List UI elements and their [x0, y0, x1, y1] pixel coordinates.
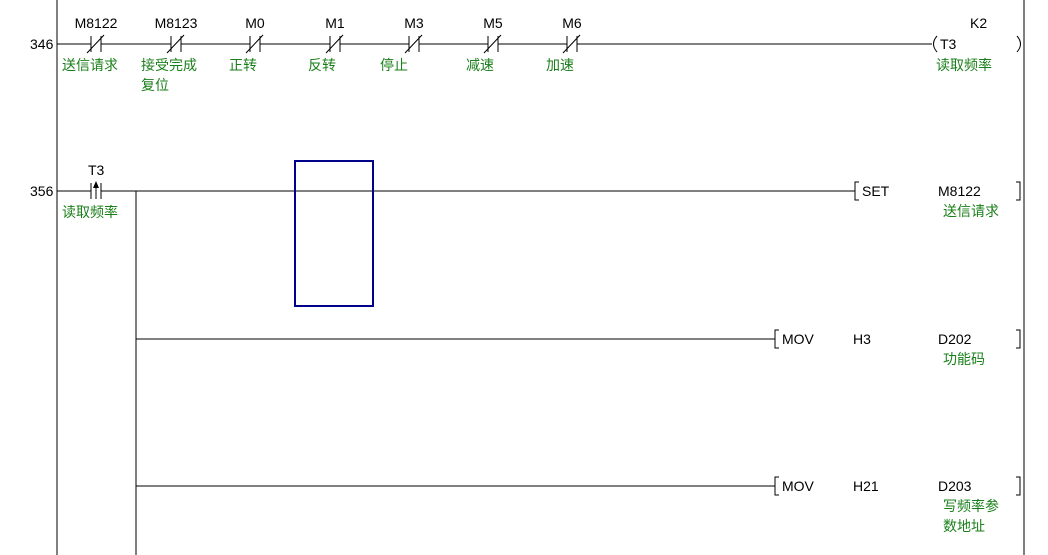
- normally-closed-contact[interactable]: M8122 送信请求: [62, 15, 118, 73]
- operand-2: D202: [938, 331, 972, 347]
- contact-slash: [245, 34, 264, 54]
- operand-1: H21: [853, 478, 879, 494]
- contact-slash: [404, 34, 423, 54]
- contact-slash: [325, 34, 344, 54]
- coil-setting: K2: [970, 15, 987, 31]
- contact-comment: 加速: [546, 57, 574, 73]
- operand-comment: 写频率参: [943, 498, 999, 514]
- normally-closed-contact[interactable]: M3 停止: [380, 15, 424, 73]
- contact-comment: 停止: [380, 57, 408, 73]
- coil-right-paren: [1016, 35, 1021, 53]
- normally-closed-contact[interactable]: M6 加速: [546, 15, 582, 73]
- contact-device: T3: [88, 162, 105, 178]
- cursor-selection[interactable]: [294, 160, 374, 307]
- contact-comment: 读取频率: [62, 204, 118, 220]
- operand-2: D203: [938, 478, 972, 494]
- coil-device: T3: [940, 36, 957, 52]
- contact-device: M8123: [155, 15, 198, 31]
- instruction-left-bracket: [774, 329, 779, 349]
- contact-comment: 反转: [308, 57, 336, 73]
- normally-closed-contact[interactable]: M5 减速: [466, 15, 503, 73]
- contact-comment: 减速: [466, 57, 494, 73]
- normally-closed-contact[interactable]: M0 正转: [229, 15, 265, 73]
- instruction-mov[interactable]: MOV H3 D202 功能码: [136, 329, 1021, 367]
- instruction-right-bracket: [1016, 181, 1021, 201]
- coil-left-paren: [933, 35, 938, 53]
- contact-device: M6: [562, 15, 582, 31]
- instruction-right-bracket: [1016, 329, 1021, 349]
- instruction-set[interactable]: SET M8122 送信请求: [854, 181, 1021, 219]
- instruction-name: MOV: [782, 478, 815, 494]
- contact-slash: [483, 34, 502, 54]
- instruction-right-bracket: [1016, 476, 1021, 496]
- instruction-left-bracket: [854, 181, 859, 201]
- contact-device: M1: [325, 15, 345, 31]
- instruction-left-bracket: [774, 476, 779, 496]
- step-number: 346: [30, 36, 54, 52]
- contact-comment: 正转: [229, 57, 257, 73]
- operand-comment: 功能码: [943, 351, 985, 367]
- operand-comment: 送信请求: [943, 203, 999, 219]
- operand-2: M8122: [938, 183, 981, 199]
- contact-slash: [562, 34, 581, 54]
- coil-comment: 读取频率: [936, 57, 992, 73]
- contact-device: M5: [483, 15, 503, 31]
- contact-slash: [166, 34, 185, 54]
- contact-device: M8122: [75, 15, 118, 31]
- step-number: 356: [30, 183, 54, 199]
- instruction-name: MOV: [782, 331, 815, 347]
- contact-device: M3: [404, 15, 424, 31]
- timer-coil[interactable]: T3 K2 读取频率: [933, 15, 1021, 73]
- arrow-up-icon: [93, 181, 99, 188]
- contact-device: M0: [245, 15, 265, 31]
- contact-comment: 接受完成: [141, 57, 197, 73]
- operand-comment: 数地址: [943, 518, 985, 534]
- operand-1: H3: [853, 331, 871, 347]
- contact-comment: 送信请求: [62, 57, 118, 73]
- rising-edge-contact[interactable]: T3 读取频率: [62, 162, 118, 220]
- contact-comment: 复位: [141, 77, 169, 93]
- contact-slash: [86, 34, 105, 54]
- normally-closed-contact[interactable]: M1 反转: [308, 15, 345, 73]
- instruction-name: SET: [862, 183, 890, 199]
